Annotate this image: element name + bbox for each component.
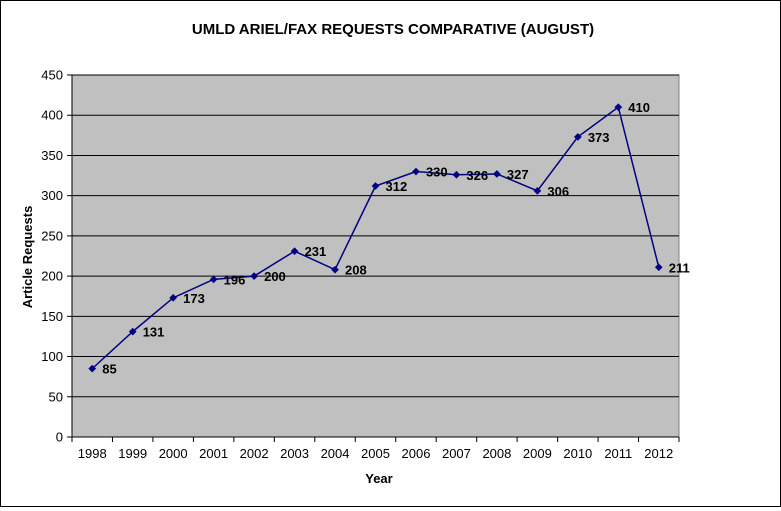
x-tick-label: 2006 [402, 446, 431, 461]
data-label: 326 [466, 168, 488, 183]
data-label: 373 [588, 130, 610, 145]
series-group: 85 131 173 196 200 231 208 312 330 326 327 306 373 41… [88, 100, 690, 377]
y-axis-title: Article Requests [20, 206, 35, 309]
y-axis-ticks: 0 50 100 150 200 250 300 350 400 450 [41, 68, 72, 445]
data-label: 312 [386, 179, 408, 194]
data-point-marker [331, 265, 339, 274]
y-tick-label: 200 [41, 269, 63, 284]
x-axis-ticks: 1998 1999 2000 2001 2002 2003 2004 2005 2006 2007… [71, 437, 680, 461]
data-point-marker [452, 170, 461, 179]
y-tick-label: 400 [41, 108, 63, 123]
x-tick-label: 1998 [78, 446, 107, 461]
data-label: 330 [426, 165, 448, 180]
data-point-marker [573, 132, 582, 141]
data-point-marker [654, 263, 663, 272]
y-tick-label: 100 [41, 349, 63, 364]
x-tick-label: 2008 [482, 446, 511, 461]
x-axis-title: Year [365, 471, 392, 486]
x-tick-label: 2009 [523, 446, 552, 461]
data-label: 208 [345, 263, 367, 278]
data-label: 211 [669, 260, 690, 275]
x-tick-label: 2012 [644, 446, 673, 461]
data-label: 410 [628, 100, 650, 115]
x-tick-label: 2011 [604, 446, 632, 461]
y-tick-label: 250 [41, 228, 63, 243]
data-label: 131 [143, 325, 165, 340]
x-tick-label: 2007 [442, 446, 471, 461]
chart-title: UMLD ARIEL/FAX REQUESTS COMPARATIVE (AUG… [192, 21, 594, 38]
x-tick-label: 1999 [118, 446, 147, 461]
data-point-marker [88, 364, 97, 373]
x-tick-label: 2003 [280, 446, 309, 461]
data-label: 200 [264, 269, 286, 284]
data-point-marker [250, 272, 259, 281]
y-tick-label: 300 [41, 188, 63, 203]
data-point-marker [209, 275, 218, 284]
x-tick-label: 2002 [240, 446, 269, 461]
data-label: 231 [305, 244, 327, 259]
data-label: 306 [547, 184, 569, 199]
x-tick-label: 2010 [563, 446, 592, 461]
x-tick-label: 2004 [321, 446, 350, 461]
data-label: 85 [102, 362, 116, 377]
data-point-marker [169, 293, 178, 302]
x-tick-label: 2001 [199, 446, 228, 461]
y-tick-label: 150 [41, 309, 63, 324]
data-point-marker [290, 247, 299, 256]
data-point-marker [371, 182, 380, 190]
data-point-marker [492, 169, 501, 178]
data-point-marker [412, 167, 420, 176]
y-tick-label: 0 [56, 430, 63, 445]
data-label: 173 [183, 291, 205, 306]
gridlines [72, 74, 679, 398]
data-point-marker [533, 186, 542, 195]
x-tick-label: 2005 [361, 446, 390, 461]
data-label: 327 [507, 167, 529, 182]
data-point-marker [614, 103, 623, 112]
data-point-marker [128, 327, 137, 336]
y-tick-label: 350 [41, 148, 63, 163]
data-label: 196 [224, 272, 246, 287]
y-tick-label: 450 [41, 68, 63, 83]
x-tick-label: 2000 [159, 446, 188, 461]
y-tick-label: 50 [49, 389, 63, 404]
